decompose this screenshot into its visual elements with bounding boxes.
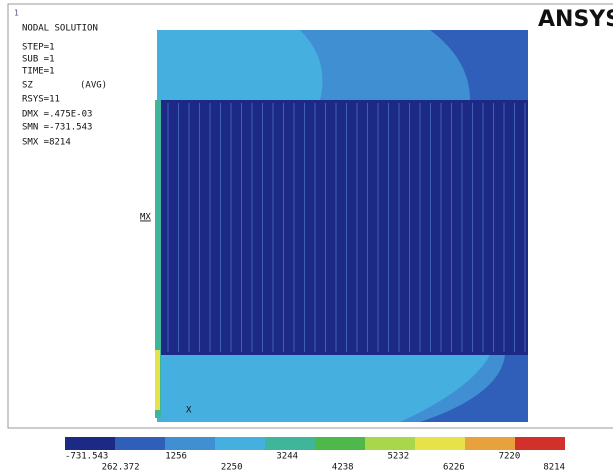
legend-label: 6226 — [443, 463, 465, 473]
legend-swatch — [415, 437, 465, 450]
info-line: (AVG) — [80, 81, 107, 91]
legend-swatch — [265, 437, 315, 450]
legend-swatch — [115, 437, 165, 450]
legend-swatch — [65, 437, 115, 450]
info-line: NODAL SOLUTION — [22, 24, 98, 34]
legend-label: 5232 — [387, 452, 409, 462]
info-line: SMX =8214 — [22, 138, 71, 148]
legend-swatch — [465, 437, 515, 450]
info-line: SUB =1 — [22, 55, 55, 65]
axis-label: X — [186, 406, 192, 416]
legend-label: 2250 — [221, 463, 243, 473]
info-line: DMX =.475E-03 — [22, 110, 92, 120]
info-line: TIME=1 — [22, 67, 55, 77]
window-number: 1 — [14, 9, 19, 18]
model — [155, 30, 528, 422]
legend-swatch — [215, 437, 265, 450]
axis-label: MX — [140, 213, 151, 223]
info-line: SMN =-731.543 — [22, 123, 92, 133]
info-line: STEP=1 — [22, 43, 55, 53]
legend-swatch — [515, 437, 565, 450]
legend-swatch — [365, 437, 415, 450]
screenshot: 1 NODAL SOLUTION STEP=1 SUB =1 TIME=1 SZ… — [0, 0, 613, 475]
legend-swatch — [315, 437, 365, 450]
legend-label: 3244 — [276, 452, 298, 462]
logo: ANSYS — [538, 7, 613, 32]
contour-region — [157, 30, 323, 100]
legend-label: 4238 — [332, 463, 354, 473]
edge-band — [155, 350, 160, 410]
legend-label: 8214 — [543, 463, 565, 473]
info-line: RSYS=11 — [22, 95, 60, 105]
info-line: SZ — [22, 81, 33, 91]
legend-label: 1256 — [165, 452, 187, 462]
legend-swatch — [165, 437, 215, 450]
legend-label: 262.372 — [102, 463, 140, 473]
legend-label: -731.543 — [65, 452, 108, 462]
legend-label: 7220 — [499, 452, 521, 462]
